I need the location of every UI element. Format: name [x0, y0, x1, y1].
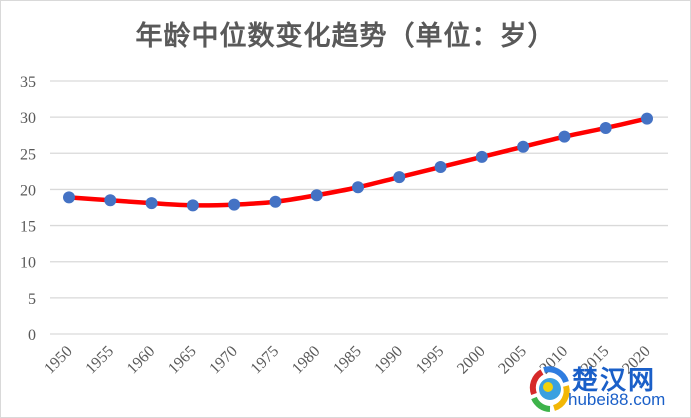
- y-tick-label: 30: [20, 110, 36, 127]
- x-tick-label: 1965: [165, 343, 200, 378]
- data-point-marker: [145, 197, 158, 210]
- y-tick-label: 10: [20, 255, 36, 272]
- data-point-marker: [352, 181, 364, 194]
- y-tick-label: 15: [20, 219, 36, 236]
- data-point-marker: [599, 121, 612, 134]
- data-point-marker: [641, 112, 653, 125]
- watermark: 楚汉网 hubei88.com: [528, 360, 688, 416]
- x-tick-label: 1970: [206, 343, 241, 378]
- x-tick-label: 1950: [41, 343, 76, 378]
- data-point-marker: [186, 199, 199, 212]
- data-point-marker: [310, 189, 323, 202]
- gridlines: [50, 80, 668, 335]
- data-point-marker: [558, 130, 571, 143]
- data-point-marker: [228, 198, 241, 211]
- y-tick-label: 25: [20, 146, 36, 163]
- globe-logo-icon: [529, 366, 570, 412]
- x-tick-label: 2005: [495, 343, 530, 378]
- y-tick-label: 20: [20, 182, 36, 199]
- y-tick-label: 5: [28, 291, 36, 308]
- data-point-marker: [434, 161, 447, 174]
- data-point-marker: [393, 171, 406, 184]
- x-tick-label: 1975: [248, 343, 283, 378]
- watermark-url: hubei88.com: [568, 390, 666, 409]
- data-point-marker: [104, 194, 117, 207]
- y-tick-label: 0: [28, 327, 36, 344]
- x-tick-label: 1995: [413, 343, 448, 378]
- x-tick-label: 1985: [330, 343, 365, 378]
- x-tick-label: 1990: [371, 343, 406, 378]
- chart-title: 年龄中位数变化趋势（单位：岁）: [135, 21, 556, 52]
- data-point-marker: [269, 195, 282, 208]
- x-tick-label: 2000: [454, 343, 489, 378]
- data-point-marker: [63, 191, 75, 204]
- data-point-marker: [517, 140, 530, 153]
- x-tick-label: 1960: [124, 343, 159, 378]
- x-tick-label: 1980: [289, 343, 324, 378]
- watermark-name: 楚汉网: [572, 366, 657, 396]
- x-tick-label: 1955: [82, 343, 117, 378]
- y-tick-label: 35: [20, 74, 36, 91]
- data-point-marker: [475, 150, 488, 163]
- series-markers: [63, 112, 653, 212]
- y-axis-ticks: 0 5 10 15 20 25 30 35: [20, 74, 36, 344]
